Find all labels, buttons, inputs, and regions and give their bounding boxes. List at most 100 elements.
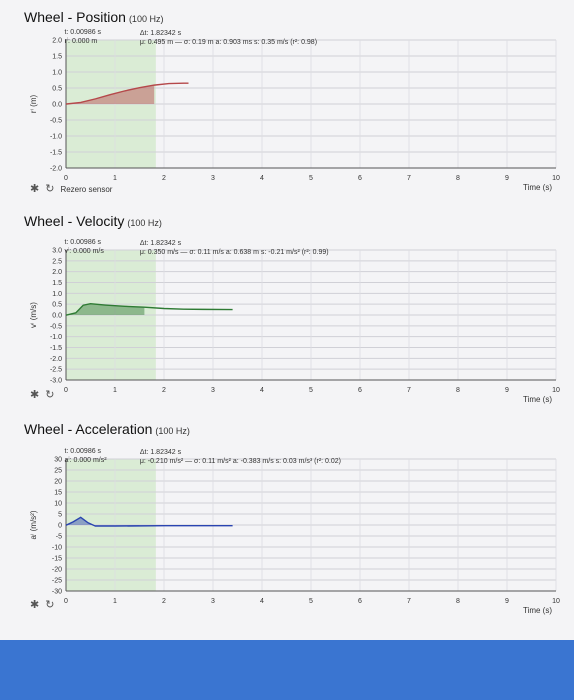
panel-title: Wheel - Position (100 Hz) (24, 9, 164, 25)
y-tick-label: -1.5 (50, 345, 62, 352)
panel-title: Wheel - Acceleration (100 Hz) (24, 421, 190, 437)
y-tick-label: 2.0 (52, 269, 62, 276)
y-tick-label: -3.0 (50, 378, 62, 385)
y-tick-label: 1.5 (52, 280, 62, 287)
x-tick-label: 10 (552, 598, 560, 605)
panel-title: Wheel - Velocity (100 Hz) (24, 213, 162, 229)
x-tick-label: 4 (260, 387, 264, 394)
y-tick-label: 10 (54, 501, 62, 508)
y-tick-label: -1.5 (50, 150, 62, 157)
refresh-icon[interactable]: ↻ (45, 389, 55, 401)
position-chart[interactable]: 2.0 1.5 1.0 0.5 0.0 -0.5 -1.0 -1.5 -2.00 1 2 3 4 5 6 7 8… (0, 0, 574, 205)
x-tick-label: 1 (113, 387, 117, 394)
y-axis-label: aⁱ (m/s²) (29, 510, 38, 539)
y-tick-label: 2.5 (52, 258, 62, 265)
x-tick-label: 6 (358, 598, 362, 605)
x-tick-label: 2 (162, 387, 166, 394)
y-tick-label: 0.5 (52, 302, 62, 309)
x-tick-label: 8 (456, 598, 460, 605)
y-axis-label: vⁱ (m/s) (29, 302, 38, 328)
y-tick-label: -5 (56, 534, 62, 541)
delta-time: Δt: 1.82342 s (140, 240, 182, 247)
y-tick-label: 20 (54, 479, 62, 486)
y-tick-label: -1.0 (50, 134, 62, 141)
cursor-time: t: 0.00986 s (64, 448, 101, 455)
refresh-icon[interactable]: ↻ (45, 183, 55, 195)
x-tick-label: 0 (64, 598, 68, 605)
velocity-chart[interactable]: 3.0 2.5 2.0 1.5 1.0 0.5 0.0 -0.5 -1.0 -1.5 -2.0 -2.… (0, 205, 574, 415)
cursor-value: aⁱ: 0.000 m/s² (64, 456, 107, 464)
x-tick-label: 0 (64, 175, 68, 182)
x-axis-label: Time (s) (523, 395, 552, 404)
region-stats: μ: -0.210 m/s² — σ: 0.11 m/s² a: -0.383 … (140, 458, 341, 465)
y-axis-label: rⁱ (m) (29, 95, 38, 114)
y-tick-label: 1.5 (52, 54, 62, 61)
delta-time: Δt: 1.82342 s (140, 449, 182, 456)
gear-icon[interactable]: ✱ (30, 389, 40, 401)
y-tick-label: -2.0 (50, 356, 62, 363)
x-tick-label: 8 (456, 175, 460, 182)
y-tick-label: -0.5 (50, 323, 62, 330)
y-tick-label: 2.0 (52, 38, 62, 45)
region-stats: μ: 0.350 m/s — σ: 0.11 m/s a: 0.638 m s:… (140, 249, 329, 256)
y-tick-label: 25 (54, 468, 62, 475)
x-tick-label: 5 (309, 175, 313, 182)
y-tick-label: -1.0 (50, 334, 62, 341)
cursor-value: rⁱ: 0.000 m (64, 37, 97, 45)
cursor-time: t: 0.00986 s (64, 29, 101, 36)
gear-icon[interactable]: ✱ (30, 599, 40, 611)
x-tick-label: 8 (456, 387, 460, 394)
area-fill (66, 517, 140, 527)
y-tick-label: -10 (52, 545, 62, 552)
series-line (66, 303, 233, 316)
x-tick-label: 2 (162, 598, 166, 605)
x-tick-label: 7 (407, 175, 411, 182)
y-tick-label: 0.0 (52, 102, 62, 109)
velocity-toolbar: ✱ ↻ (30, 388, 60, 401)
y-tick-label: -15 (52, 556, 62, 563)
x-axis-label: Time (s) (523, 606, 552, 615)
x-tick-label: 4 (260, 175, 264, 182)
delta-time: Δt: 1.82342 s (140, 30, 182, 37)
y-tick-label: -2.0 (50, 166, 62, 173)
y-tick-label: 15 (54, 490, 62, 497)
x-tick-label: 2 (162, 175, 166, 182)
x-axis-label: Time (s) (523, 183, 552, 192)
series-line (66, 516, 233, 527)
x-tick-label: 9 (505, 175, 509, 182)
refresh-icon[interactable]: ↻ (45, 599, 55, 611)
x-tick-label: 1 (113, 598, 117, 605)
x-tick-label: 9 (505, 387, 509, 394)
rezero-sensor-button[interactable]: Rezero sensor (60, 185, 113, 194)
y-tick-label: 30 (54, 457, 62, 464)
y-tick-label: -30 (52, 589, 62, 596)
position-toolbar: ✱ ↻ Rezero sensor (30, 182, 118, 195)
velocity-panel: Wheel - Velocity (100 Hz) 3.0 2.5 2.0 1.5 1.0… (0, 205, 574, 415)
bottom-bar (0, 640, 574, 700)
x-tick-label: 5 (309, 598, 313, 605)
position-panel: Wheel - Position (100 Hz) 2.0 1.5 1.0 0.5 0.0… (0, 0, 574, 205)
y-tick-label: -0.5 (50, 118, 62, 125)
x-tick-label: 3 (211, 175, 215, 182)
y-tick-label: 0.5 (52, 86, 62, 93)
x-tick-label: 4 (260, 598, 264, 605)
y-tick-label: 3.0 (52, 248, 62, 255)
x-tick-label: 9 (505, 598, 509, 605)
cursor-time: t: 0.00986 s (64, 239, 101, 246)
acceleration-toolbar: ✱ ↻ (30, 598, 60, 611)
x-tick-label: 3 (211, 387, 215, 394)
x-tick-label: 7 (407, 387, 411, 394)
acceleration-panel: Wheel - Acceleration (100 Hz) 30 25 20 15 10 5… (0, 415, 574, 640)
gear-icon[interactable]: ✱ (30, 183, 40, 195)
y-tick-label: 1.0 (52, 291, 62, 298)
x-tick-label: 6 (358, 175, 362, 182)
x-tick-label: 7 (407, 598, 411, 605)
x-tick-label: 5 (309, 387, 313, 394)
y-tick-label: 0 (58, 523, 62, 530)
y-tick-label: -20 (52, 567, 62, 574)
x-tick-label: 10 (552, 387, 560, 394)
cursor-value: vⁱ: 0.000 m/s (64, 247, 104, 255)
y-tick-label: 1.0 (52, 70, 62, 77)
x-tick-label: 10 (552, 175, 560, 182)
